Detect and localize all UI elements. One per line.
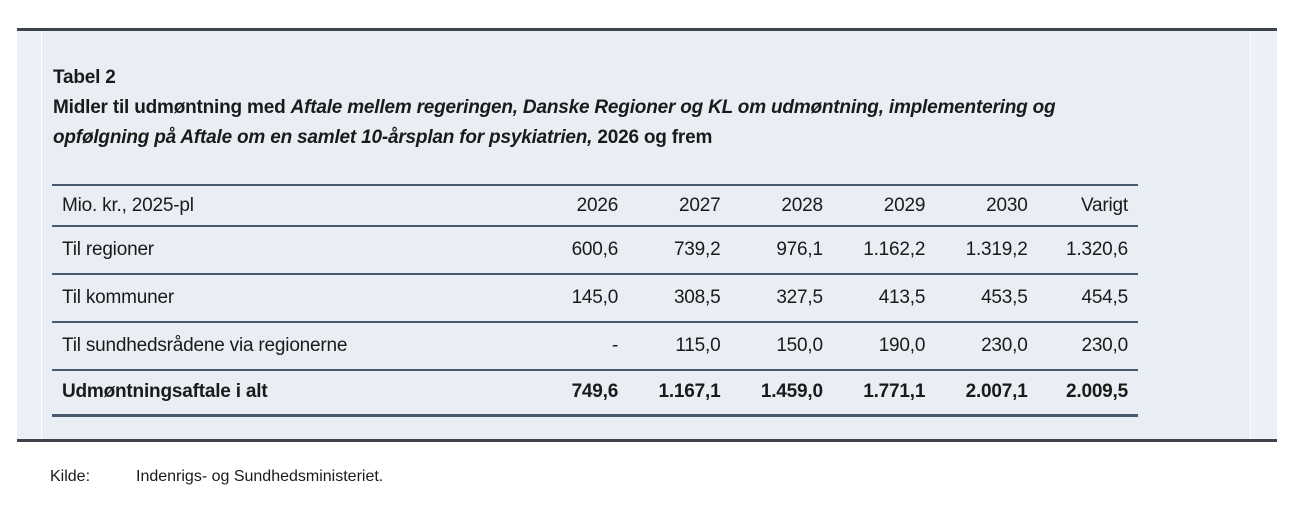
- cell-value: 1.162,2: [863, 239, 926, 260]
- cell-value: 1.319,2: [965, 239, 1028, 260]
- panel-right-gutter: [1250, 31, 1277, 439]
- cell-value: 230,0: [981, 335, 1028, 356]
- data-table: Mio. kr., 2025-pl 2026 2027 2028 2029 20…: [52, 184, 1138, 417]
- column-header-unit: Mio. kr., 2025-pl: [62, 194, 194, 216]
- table-panel: Tabel 2 Midler til udmøntning med Aftale…: [17, 28, 1277, 442]
- column-header-2026: 2026: [576, 194, 619, 216]
- table-row-sundhedsraadene: Til sundhedsrådene via regionerne - 115,…: [52, 322, 1138, 370]
- table-header-row: Mio. kr., 2025-pl 2026 2027 2028 2029 20…: [52, 185, 1138, 226]
- cell-value: 1.459,0: [760, 381, 823, 403]
- cell-value: 327,5: [776, 287, 823, 308]
- row-label: Udmøntningsaftale i alt: [62, 381, 268, 403]
- title-plain-start: Midler til udmøntning med: [53, 97, 291, 118]
- table-row-total: Udmøntningsaftale i alt 749,6 1.167,1 1.…: [52, 370, 1138, 415]
- table-row-regioner: Til regioner 600,6 739,2 976,1 1.162,2 1…: [52, 226, 1138, 274]
- column-header-2030: 2030: [986, 194, 1028, 216]
- cell-value: 1.167,1: [658, 381, 721, 403]
- cell-value: 1.320,6: [1066, 239, 1128, 260]
- panel-left-gutter: [17, 31, 42, 439]
- table-number: Tabel 2: [53, 67, 116, 88]
- column-header-2029: 2029: [883, 194, 926, 216]
- cell-value: 2.007,1: [965, 381, 1028, 403]
- cell-value: 190,0: [878, 335, 926, 356]
- cell-value: 749,6: [571, 381, 619, 403]
- cell-value: 230,0: [1081, 335, 1128, 356]
- source-label: Kilde:: [50, 468, 91, 485]
- title-italic-line2: opfølgning på Aftale om en samlet 10-års…: [53, 127, 593, 148]
- panel-content: Tabel 2 Midler til udmøntning med Aftale…: [52, 63, 1253, 417]
- table-caption: Tabel 2 Midler til udmøntning med Aftale…: [53, 63, 1253, 153]
- table-row-kommuner: Til kommuner 145,0 308,5 327,5 413,5 453…: [52, 274, 1138, 322]
- column-header-2028: 2028: [781, 194, 823, 216]
- title-plain-end: 2026 og frem: [592, 127, 713, 148]
- cell-value: 976,1: [776, 239, 823, 260]
- cell-value: 600,6: [571, 239, 619, 260]
- table-title: Midler til udmøntning med Aftale mellem …: [53, 93, 1213, 153]
- cell-value: 150,0: [776, 335, 823, 356]
- title-italic-line1: Aftale mellem regeringen, Danske Regione…: [290, 97, 1056, 118]
- column-header-varigt: Varigt: [1080, 194, 1128, 216]
- column-header-2027: 2027: [679, 194, 721, 216]
- cell-value: 413,5: [878, 287, 926, 308]
- cell-value: -: [611, 335, 619, 356]
- cell-value: 145,0: [571, 287, 619, 308]
- cell-value: 2.009,5: [1066, 381, 1128, 403]
- source-text: Indenrigs- og Sundhedsministeriet.: [136, 468, 384, 485]
- cell-value: 454,5: [1081, 287, 1128, 308]
- cell-value: 739,2: [673, 239, 721, 260]
- cell-value: 115,0: [675, 335, 721, 356]
- source-line: Kilde: Indenrigs- og Sundhedsministeriet…: [50, 467, 383, 487]
- cell-value: 1.771,1: [863, 381, 926, 403]
- row-label: Til sundhedsrådene via regionerne: [62, 335, 348, 356]
- cell-value: 453,5: [981, 287, 1028, 308]
- row-label: Til regioner: [62, 239, 154, 260]
- row-label: Til kommuner: [62, 287, 174, 308]
- cell-value: 308,5: [673, 287, 721, 308]
